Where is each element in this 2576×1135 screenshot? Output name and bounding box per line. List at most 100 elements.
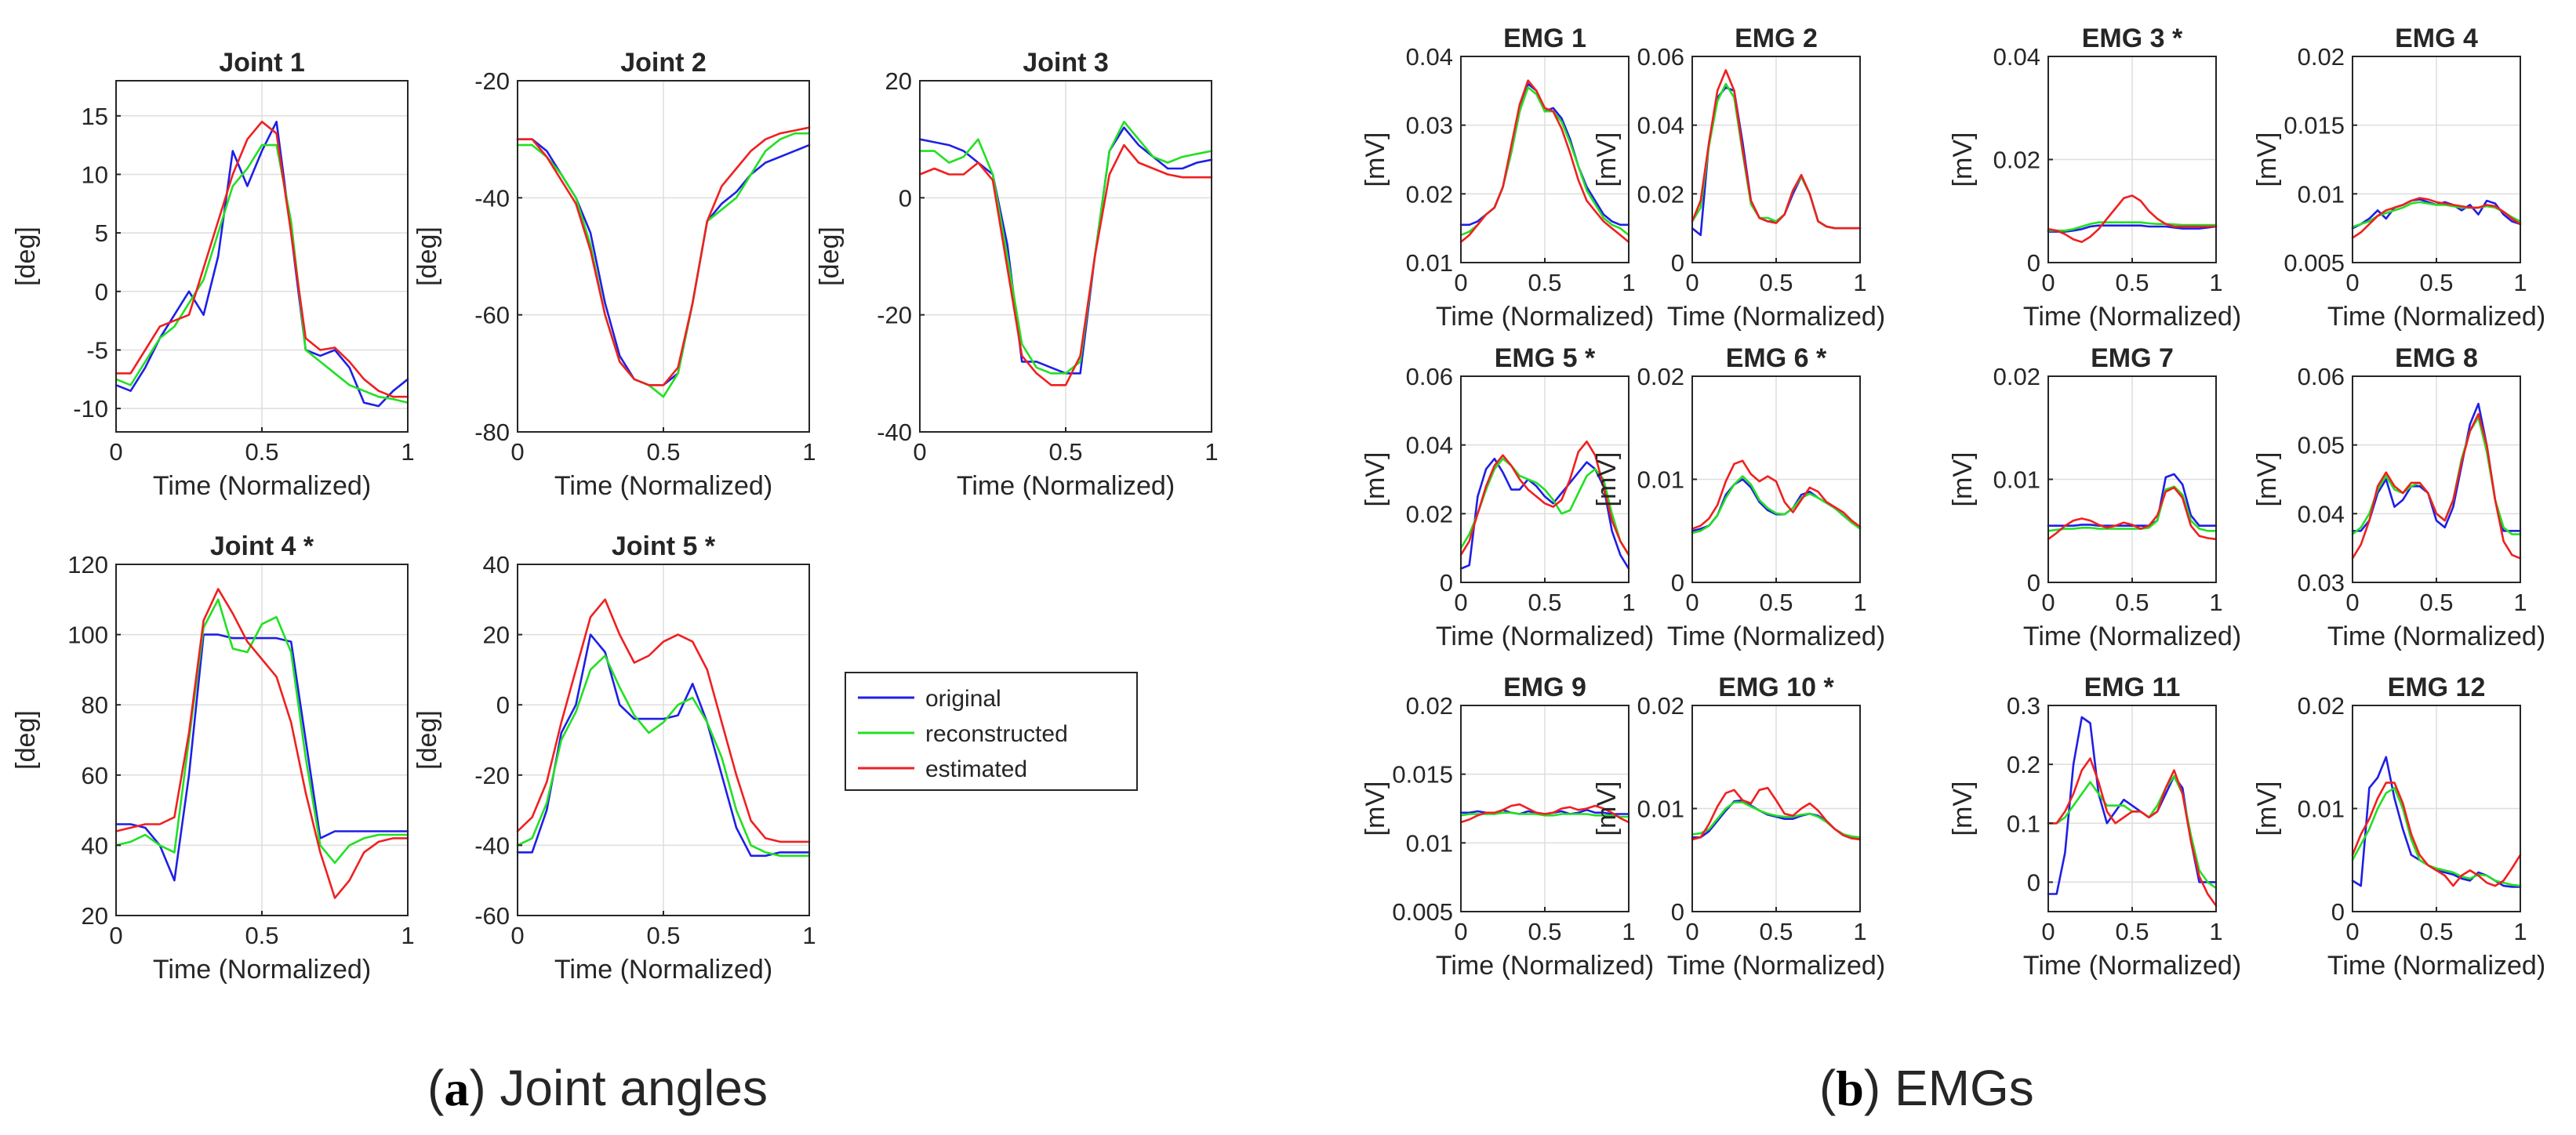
y-tick-label: 0 — [95, 278, 108, 306]
x-axis-label: Time (Normalized) — [1436, 951, 1654, 981]
y-axis-label: [deg] — [412, 227, 442, 286]
caption-a-text: (a) Joint angles — [427, 1060, 768, 1116]
legend: original reconstructed estimated — [845, 672, 1138, 791]
x-tick-label: 1 — [2209, 269, 2222, 296]
y-tick-label: -80 — [474, 419, 510, 446]
y-axis-label: [deg] — [815, 227, 845, 286]
y-axis-label: [mV] — [1361, 781, 1390, 836]
y-tick-label: 0 — [1671, 898, 1684, 926]
caption-b-paren-open: ( — [1819, 1060, 1836, 1116]
x-tick-label: 0.5 — [245, 922, 278, 949]
x-tick-label: 0 — [2345, 269, 2359, 296]
subplot-emg5: 0 0.5 1 0 0.02 0.04 0.06 EMG 5 * Time (Normalize… — [1361, 343, 1654, 651]
y-tick-label: 0.015 — [2284, 112, 2345, 140]
caption-a-paren-open: ( — [427, 1060, 444, 1116]
y-tick-label: 0.1 — [2007, 810, 2040, 837]
series-line-reconstructed — [516, 132, 811, 398]
y-tick-label: 0.01 — [2298, 180, 2345, 208]
y-tick-label: 0.06 — [1637, 43, 1684, 71]
y-tick-label: 10 — [82, 161, 108, 188]
y-axis-label: [mV] — [1592, 132, 1622, 187]
y-axis-label: [mV] — [1948, 452, 1978, 507]
x-tick-label: 0 — [1454, 918, 1467, 945]
subplot-title: EMG 9 — [1503, 673, 1586, 702]
y-tick-label: 0.2 — [2007, 751, 2040, 778]
y-tick-label: 0 — [496, 691, 510, 719]
x-tick-label: 1 — [1853, 589, 1866, 616]
x-axis-label: Time (Normalized) — [2023, 622, 2241, 651]
series-line-reconstructed — [114, 598, 409, 865]
x-tick-label: 0.5 — [1759, 589, 1793, 616]
y-tick-label: 0 — [2027, 868, 2040, 896]
subplot-emg11: 0 0.5 1 0 0.1 0.2 0.3 EMG 11 Time (Normalized) [m… — [1948, 673, 2241, 981]
y-tick-label: 0 — [899, 184, 912, 212]
series-line-estimated — [1691, 69, 1862, 230]
x-tick-label: 1 — [2209, 918, 2222, 945]
x-tick-label: 0.5 — [245, 438, 278, 466]
x-tick-label: 1 — [2513, 918, 2527, 945]
y-axis-label: [mV] — [1592, 781, 1622, 836]
y-tick-label: 0.06 — [2298, 363, 2345, 390]
y-tick-label: 0.02 — [1406, 180, 1453, 208]
series-line-original — [2047, 224, 2218, 233]
caption-a-label: Joint angles — [500, 1060, 768, 1116]
series-line-estimated — [114, 121, 409, 398]
series-line-original — [1459, 457, 1630, 570]
subplot-joint2: 0 0.5 1 -80 -60 -40 -20 Joint 2 Time (Normalized… — [412, 48, 816, 501]
subplot-title: EMG 3 * — [2082, 24, 2183, 53]
y-tick-label: 0.02 — [1993, 147, 2040, 174]
x-tick-label: 0 — [109, 438, 122, 466]
x-tick-label: 0.5 — [1528, 918, 1561, 945]
y-tick-label: 0.04 — [1406, 432, 1453, 459]
legend-box — [845, 672, 1138, 791]
y-tick-label: -40 — [474, 832, 510, 859]
subplot-title: EMG 8 — [2395, 343, 2478, 373]
x-tick-label: 1 — [401, 438, 414, 466]
y-tick-label: 20 — [82, 902, 108, 930]
x-tick-label: 1 — [2513, 269, 2527, 296]
y-tick-label: 0.04 — [1993, 43, 2040, 71]
x-axis-label: Time (Normalized) — [1667, 951, 1885, 981]
x-tick-label: 0 — [1685, 918, 1699, 945]
subplot-joint1: 0 0.5 1 -10 -5 0 5 10 15 Joint 1 Time (Normalized)… — [11, 48, 415, 501]
caption-a-paren-close: ) — [469, 1060, 500, 1116]
subplot-emg4: 0 0.5 1 0.005 0.01 0.015 0.02 EMG 4 Time (Normal… — [2252, 24, 2545, 332]
y-tick-label: 80 — [82, 691, 108, 719]
y-axis-label: [mV] — [2252, 132, 2282, 187]
x-tick-label: 0.5 — [2419, 589, 2453, 616]
subplot-emg10: 0 0.5 1 0 0.01 0.02 EMG 10 * Time (Normalized) [… — [1592, 673, 1885, 981]
subplot-title: EMG 6 * — [1726, 343, 1827, 373]
x-tick-label: 0 — [1454, 589, 1467, 616]
y-tick-label: 60 — [82, 762, 108, 789]
y-tick-label: -40 — [877, 419, 912, 446]
y-tick-label: 0 — [1671, 249, 1684, 277]
y-tick-label: 40 — [82, 832, 108, 859]
x-tick-label: 0 — [913, 438, 926, 466]
x-axis-label: Time (Normalized) — [153, 955, 371, 985]
x-tick-label: 0 — [1685, 269, 1699, 296]
subplot-title: Joint 4 * — [210, 531, 314, 561]
x-axis-label: Time (Normalized) — [2023, 302, 2241, 332]
x-tick-label: 1 — [1853, 269, 1866, 296]
series-line-estimated — [1459, 440, 1630, 557]
x-axis-label: Time (Normalized) — [2023, 951, 2241, 981]
y-tick-label: 0.01 — [1637, 466, 1684, 494]
x-tick-label: 0 — [2345, 918, 2359, 945]
x-tick-label: 1 — [802, 922, 816, 949]
x-tick-label: 0.5 — [2419, 918, 2453, 945]
y-tick-label: -20 — [474, 762, 510, 789]
subplot-title: EMG 4 — [2395, 24, 2478, 53]
series-line-estimated — [1459, 79, 1630, 244]
subplot-emg8: 0 0.5 1 0.03 0.04 0.05 0.06 EMG 8 Time (Normaliz… — [2252, 343, 2545, 651]
y-tick-label: 0.02 — [2298, 43, 2345, 71]
x-tick-label: 0 — [510, 438, 524, 466]
series-line-original — [114, 633, 409, 882]
x-axis-label: Time (Normalized) — [554, 955, 772, 985]
x-axis-label: Time (Normalized) — [153, 471, 371, 501]
x-tick-label: 0 — [2041, 269, 2055, 296]
x-axis-label: Time (Normalized) — [2327, 951, 2545, 981]
y-tick-label: -20 — [877, 302, 912, 329]
x-tick-label: 0.5 — [1759, 269, 1793, 296]
